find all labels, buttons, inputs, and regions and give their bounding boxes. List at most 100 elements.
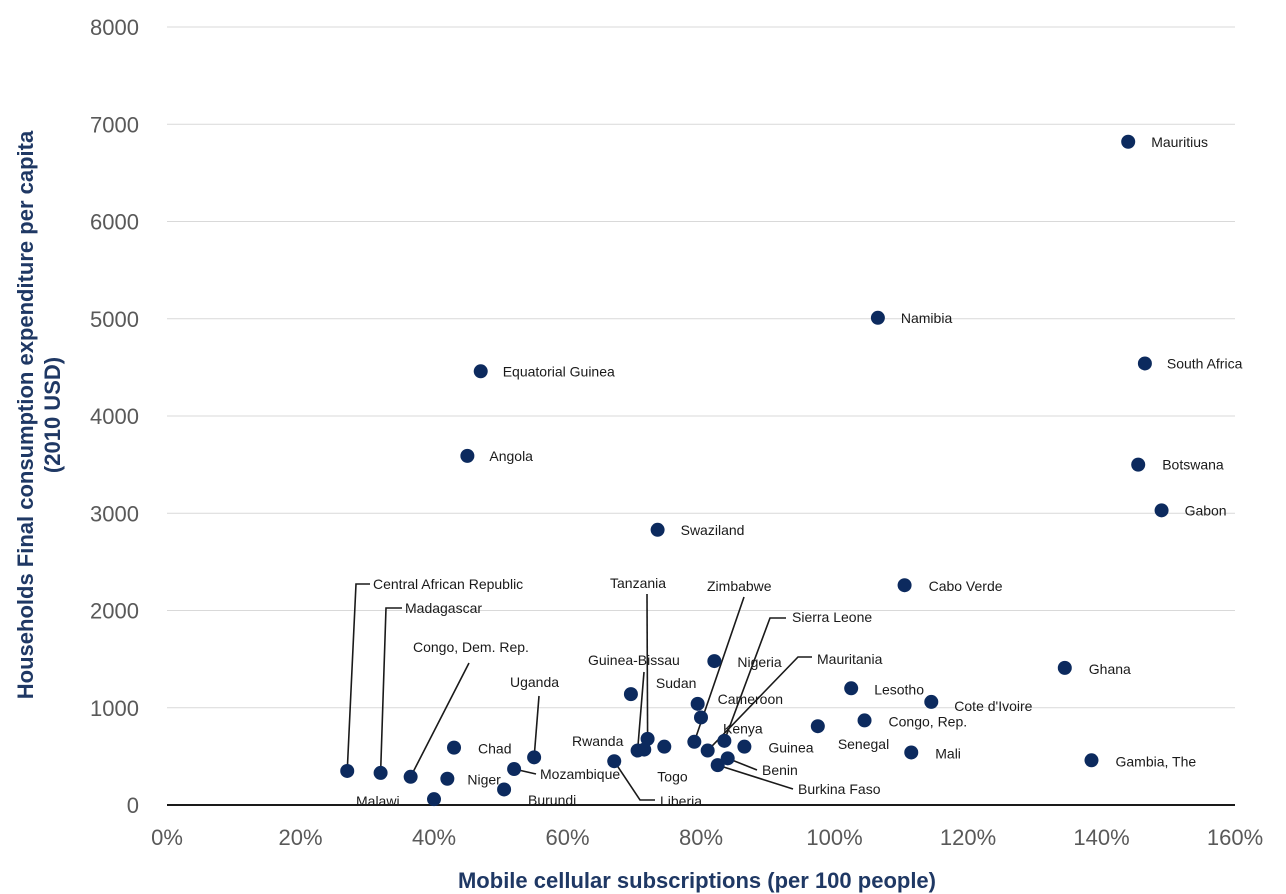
- point-togo: [657, 739, 672, 754]
- y-tick-label: 6000: [90, 210, 139, 235]
- point-label-gambia-the: Gambia, The: [1115, 753, 1196, 769]
- point-label-mozambique: Mozambique: [540, 766, 620, 782]
- point-guinea: [737, 739, 752, 754]
- point-label-guinea: Guinea: [768, 740, 813, 756]
- point-cabo-verde: [897, 578, 912, 593]
- point-label-chad: Chad: [478, 741, 511, 757]
- point-liberia: [607, 754, 622, 769]
- point-label-madagascar: Madagascar: [405, 600, 482, 616]
- point-label-angola: Angola: [489, 448, 533, 464]
- point-label-kenya: Kenya: [723, 720, 763, 736]
- point-label-congo-dem-rep: Congo, Dem. Rep.: [413, 639, 529, 655]
- data-points: [340, 134, 1169, 807]
- x-tick-label: 20%: [278, 825, 322, 850]
- point-congo-rep: [857, 713, 872, 728]
- point-label-cameroon: Cameroon: [718, 691, 783, 707]
- point-sudan: [623, 687, 638, 702]
- point-label-niger: Niger: [467, 772, 501, 788]
- y-tick-label: 3000: [90, 501, 139, 526]
- point-uganda: [527, 750, 542, 765]
- leader-line-madagascar: [379, 607, 402, 773]
- point-namibia: [870, 310, 885, 325]
- point-label-tanzania: Tanzania: [610, 575, 666, 591]
- x-axis-title: Mobile cellular subscriptions (per 100 p…: [458, 868, 936, 893]
- point-label-liberia: Liberia: [660, 793, 702, 809]
- point-nigeria: [707, 654, 722, 669]
- y-tick-label: 8000: [90, 15, 139, 40]
- leader-line-tanzania: [646, 593, 649, 739]
- point-label-mauritania: Mauritania: [817, 651, 883, 667]
- x-tick-label: 140%: [1073, 825, 1129, 850]
- x-tick-label: 160%: [1207, 825, 1263, 850]
- point-labels: Mauritius Namibia South Africa Equatorial G…: [356, 134, 1243, 809]
- point-mauritania: [700, 743, 715, 758]
- x-tick-label: 60%: [545, 825, 589, 850]
- point-label-congo-rep: Congo, Rep.: [889, 713, 968, 729]
- y-tick-label: 1000: [90, 696, 139, 721]
- x-tick-label: 80%: [679, 825, 723, 850]
- leader-line-sierra-leone: [723, 617, 786, 742]
- leader-line-guinea-bissau: [636, 671, 645, 751]
- point-label-swaziland: Swaziland: [681, 522, 745, 538]
- leader-line-mauritania: [707, 656, 812, 752]
- point-label-cote-d-ivoire: Cote d'Ivoire: [954, 698, 1032, 714]
- point-label-uganda: Uganda: [510, 674, 559, 690]
- point-burkina-faso: [710, 758, 725, 773]
- point-zimbabwe: [687, 734, 702, 749]
- point-label-namibia: Namibia: [901, 310, 953, 326]
- point-madagascar: [373, 765, 388, 780]
- point-gabon: [1154, 503, 1169, 518]
- point-cote-d-ivoire: [924, 694, 939, 709]
- point-niger: [440, 771, 455, 786]
- point-mozambique: [507, 762, 522, 777]
- x-tick-label: 0%: [151, 825, 183, 850]
- leader-line-liberia: [613, 760, 655, 801]
- point-botswana: [1131, 457, 1146, 472]
- y-tick-label: 2000: [90, 599, 139, 624]
- point-label-rwanda: Rwanda: [572, 733, 624, 749]
- point-label-mali: Mali: [935, 745, 961, 761]
- point-label-central-african-republic: Central African Republic: [373, 576, 523, 592]
- point-label-burundi: Burundi: [528, 792, 576, 808]
- gridlines: [167, 26, 1235, 709]
- point-senegal: [810, 719, 825, 734]
- point-cameroon: [690, 696, 705, 711]
- point-benin: [720, 751, 735, 766]
- point-label-botswana: Botswana: [1162, 457, 1224, 473]
- point-label-guinea-bissau: Guinea-Bissau: [588, 652, 680, 668]
- point-label-mauritius: Mauritius: [1151, 134, 1208, 150]
- y-tick-label: 4000: [90, 404, 139, 429]
- point-label-equatorial-guinea: Equatorial Guinea: [503, 363, 615, 379]
- point-malawi: [427, 792, 441, 807]
- point-label-nigeria: Nigeria: [737, 654, 782, 670]
- point-label-sudan: Sudan: [656, 675, 696, 691]
- point-south-africa: [1137, 356, 1152, 371]
- point-label-benin: Benin: [762, 762, 798, 778]
- leader-line-burkina-faso: [717, 764, 794, 790]
- point-label-burkina-faso: Burkina Faso: [798, 781, 881, 797]
- point-swaziland: [650, 522, 665, 537]
- point-burundi: [497, 782, 512, 797]
- point-central-african-republic: [340, 763, 355, 778]
- x-tick-label: 100%: [806, 825, 862, 850]
- point-sierra-leone: [717, 733, 732, 748]
- point-label-sierra-leone: Sierra Leone: [792, 609, 872, 625]
- point-equatorial-guinea: [473, 364, 488, 379]
- point-label-south-africa: South Africa: [1167, 355, 1243, 371]
- leader-line-central-african-republic: [346, 583, 370, 772]
- point-label-togo: Togo: [657, 769, 688, 785]
- point-label-zimbabwe: Zimbabwe: [707, 578, 772, 594]
- point-ghana: [1057, 660, 1072, 675]
- label-leader-lines: [346, 583, 812, 801]
- y-axis-title-line2: (2010 USD): [40, 357, 65, 473]
- point-lesotho: [844, 681, 859, 696]
- y-axis-ticks: 0 1000 2000 3000 4000 5000 6000 7000 8000: [90, 15, 139, 818]
- point-label-ghana: Ghana: [1089, 661, 1131, 677]
- point-rwanda: [637, 742, 652, 757]
- point-chad: [447, 740, 462, 755]
- y-tick-label: 5000: [90, 307, 139, 332]
- point-label-cabo-verde: Cabo Verde: [929, 578, 1003, 594]
- point-mauritius: [1121, 134, 1136, 149]
- leader-line-congo-dem-rep: [409, 662, 470, 778]
- point-congo-dem-rep: [403, 769, 418, 784]
